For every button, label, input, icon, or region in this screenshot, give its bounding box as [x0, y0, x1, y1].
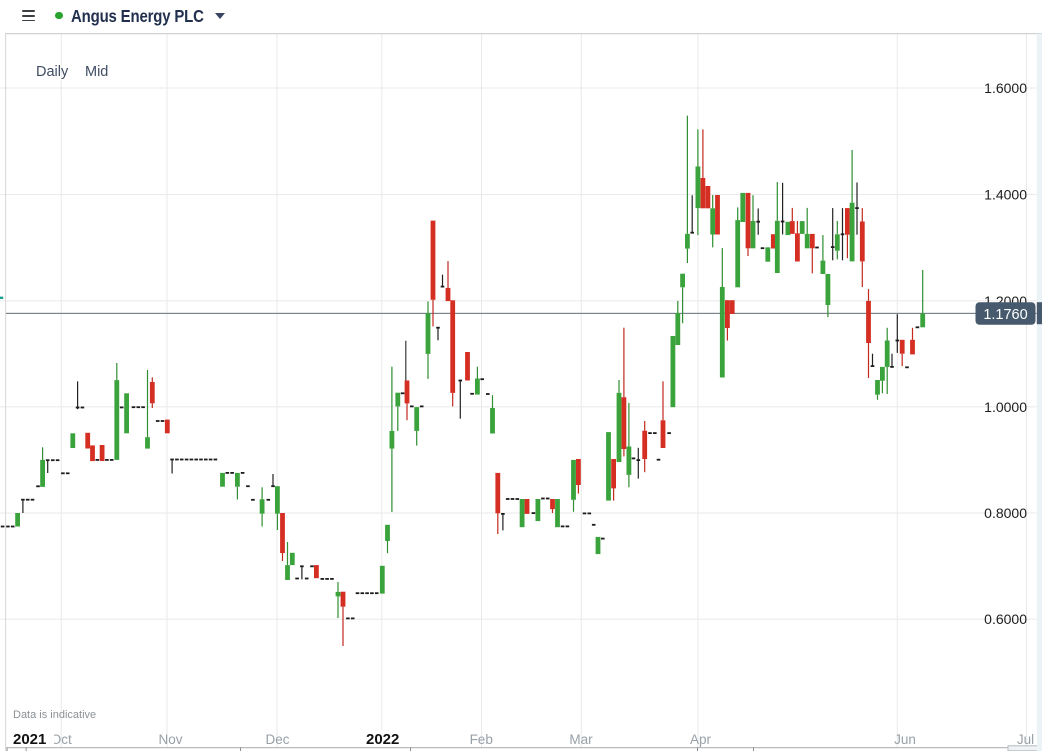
svg-text:2021: 2021 [13, 731, 46, 748]
svg-text:Apr: Apr [690, 732, 712, 747]
svg-text:Mid: Mid [85, 64, 108, 80]
svg-text:2022: 2022 [366, 731, 399, 748]
svg-text:0.8000: 0.8000 [984, 505, 1027, 521]
svg-text:1.0000: 1.0000 [984, 399, 1027, 415]
svg-text:Dec: Dec [265, 732, 289, 747]
svg-text:1.1760: 1.1760 [983, 307, 1027, 323]
svg-text:Oct: Oct [51, 732, 72, 747]
svg-text:1.6000: 1.6000 [984, 80, 1027, 96]
svg-text:Data is indicative: Data is indicative [13, 709, 96, 721]
svg-text:Jul: Jul [1017, 732, 1034, 747]
svg-text:0.6000: 0.6000 [984, 611, 1027, 627]
svg-text:Nov: Nov [158, 732, 182, 747]
svg-text:Daily: Daily [36, 64, 69, 80]
svg-text:Jun: Jun [894, 732, 916, 747]
svg-text:1.4000: 1.4000 [984, 187, 1027, 203]
svg-text:Feb: Feb [470, 732, 493, 747]
svg-text:Mar: Mar [569, 732, 593, 747]
